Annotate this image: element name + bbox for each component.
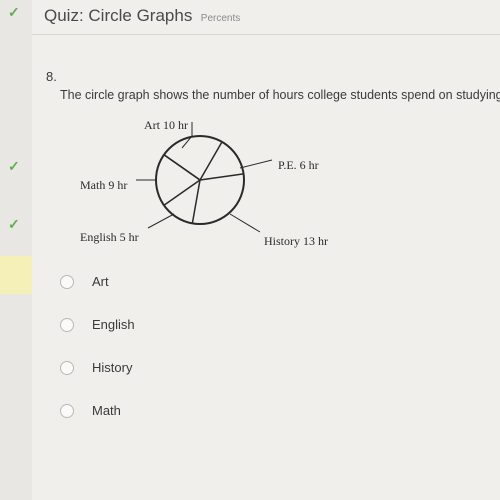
radio-icon[interactable] — [60, 361, 74, 375]
question-text: The circle graph shows the number of hou… — [60, 88, 500, 102]
circle-graph: Art 10 hr P.E. 6 hr History 13 hr English 5… — [80, 110, 360, 260]
quiz-subtitle: Percents — [201, 13, 240, 24]
check-icon: ✓ — [8, 158, 20, 175]
current-marker — [0, 256, 32, 294]
answer-options: Art English History Math — [60, 274, 500, 418]
option-label: History — [92, 360, 132, 375]
question-number: 8. — [46, 69, 500, 84]
radio-icon[interactable] — [60, 275, 74, 289]
graph-label: English 5 hr — [80, 230, 139, 245]
graph-label: History 13 hr — [264, 234, 328, 249]
option-label: Art — [92, 274, 109, 289]
option-label: Math — [92, 403, 121, 418]
check-icon: ✓ — [8, 4, 20, 21]
option-english[interactable]: English — [60, 317, 500, 332]
quiz-title: Quiz: Circle Graphs — [44, 6, 192, 25]
quiz-header: Quiz: Circle Graphs Percents — [32, 0, 500, 35]
progress-rail: ✓ ✓ ✓ — [0, 0, 32, 500]
option-math[interactable]: Math — [60, 403, 500, 418]
graph-label: Art 10 hr — [144, 118, 188, 133]
graph-label: P.E. 6 hr — [278, 158, 319, 173]
option-label: English — [92, 317, 135, 332]
graph-label: Math 9 hr — [80, 178, 127, 193]
option-history[interactable]: History — [60, 360, 500, 375]
radio-icon[interactable] — [60, 404, 74, 418]
main-panel: Quiz: Circle Graphs Percents 8. The circ… — [32, 0, 500, 500]
radio-icon[interactable] — [60, 318, 74, 332]
question-content: 8. The circle graph shows the number of … — [32, 35, 500, 456]
option-art[interactable]: Art — [60, 274, 500, 289]
check-icon: ✓ — [8, 216, 20, 233]
